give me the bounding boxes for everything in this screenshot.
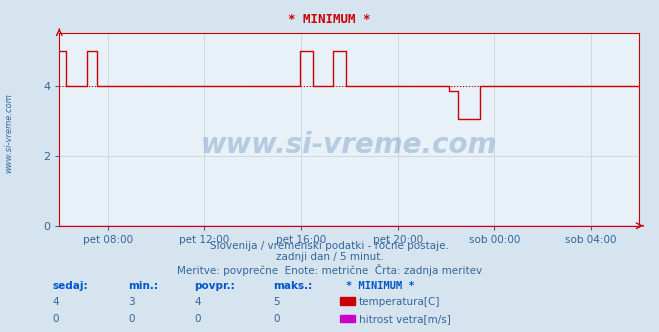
Text: povpr.:: povpr.: [194,281,235,290]
Text: www.si-vreme.com: www.si-vreme.com [201,131,498,159]
Text: Slovenija / vremenski podatki - ročne postaje.: Slovenija / vremenski podatki - ročne po… [210,241,449,251]
Text: 0: 0 [273,314,280,324]
Text: 0: 0 [53,314,59,324]
Text: Meritve: povprečne  Enote: metrične  Črta: zadnja meritev: Meritve: povprečne Enote: metrične Črta:… [177,264,482,276]
Text: min.:: min.: [129,281,159,290]
Text: 4: 4 [194,297,201,307]
Text: www.si-vreme.com: www.si-vreme.com [4,93,13,173]
Text: 5: 5 [273,297,280,307]
Text: temperatura[C]: temperatura[C] [359,297,441,307]
Text: zadnji dan / 5 minut.: zadnji dan / 5 minut. [275,252,384,262]
Text: sedaj:: sedaj: [53,281,88,290]
Text: * MINIMUM *: * MINIMUM * [288,13,371,26]
Text: 0: 0 [194,314,201,324]
Text: hitrost vetra[m/s]: hitrost vetra[m/s] [359,314,451,324]
Text: maks.:: maks.: [273,281,313,290]
Text: 3: 3 [129,297,135,307]
Text: * MINIMUM *: * MINIMUM * [346,281,415,290]
Text: 0: 0 [129,314,135,324]
Text: 4: 4 [53,297,59,307]
